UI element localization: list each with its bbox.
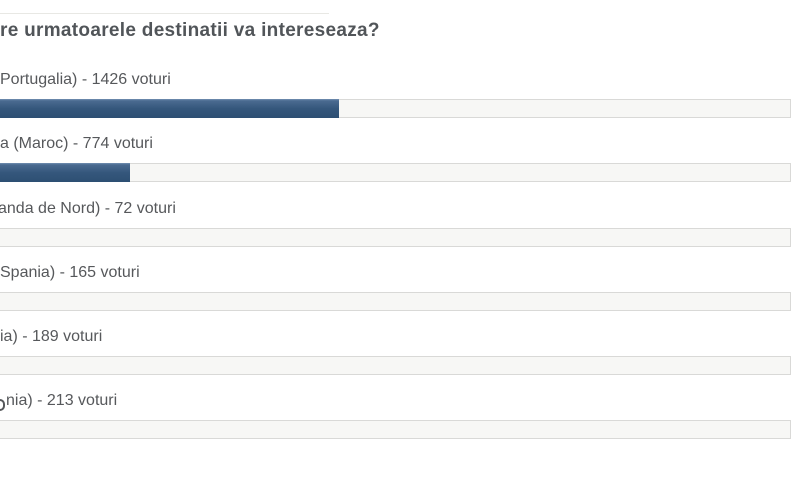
poll-row: nia) - 213 voturi (0, 391, 791, 441)
poll-row: Spania) - 165 voturi (0, 263, 791, 313)
vote-bar-track (0, 420, 791, 439)
poll-option-label: anda de Nord) - 72 voturi (0, 200, 176, 217)
poll-row: ia) - 189 voturi (0, 327, 791, 377)
poll-option-label: Spania) - 165 voturi (0, 264, 140, 281)
vote-bar-fill (0, 99, 339, 118)
top-divider (0, 13, 329, 14)
poll-option-label: nia) - 213 voturi (6, 392, 118, 409)
vote-bar-track (0, 99, 791, 118)
poll-option-label: a (Maroc) - 774 voturi (0, 135, 153, 152)
poll-row: a (Maroc) - 774 voturi (0, 134, 791, 184)
poll-title: re urmatoarele destinatii va intereseaza… (0, 20, 380, 41)
poll-option-label: ia) - 189 voturi (0, 328, 103, 345)
vote-bar-track (0, 292, 791, 311)
poll-row: Portugalia) - 1426 voturi (0, 70, 791, 120)
poll-option-label: Portugalia) - 1426 voturi (0, 71, 171, 88)
clipped-letter-fragment (0, 399, 5, 411)
vote-bar-track (0, 228, 791, 247)
vote-bar-track (0, 163, 791, 182)
vote-bar-fill (0, 163, 130, 182)
poll-row: anda de Nord) - 72 voturi (0, 199, 791, 249)
vote-bar-track (0, 356, 791, 375)
